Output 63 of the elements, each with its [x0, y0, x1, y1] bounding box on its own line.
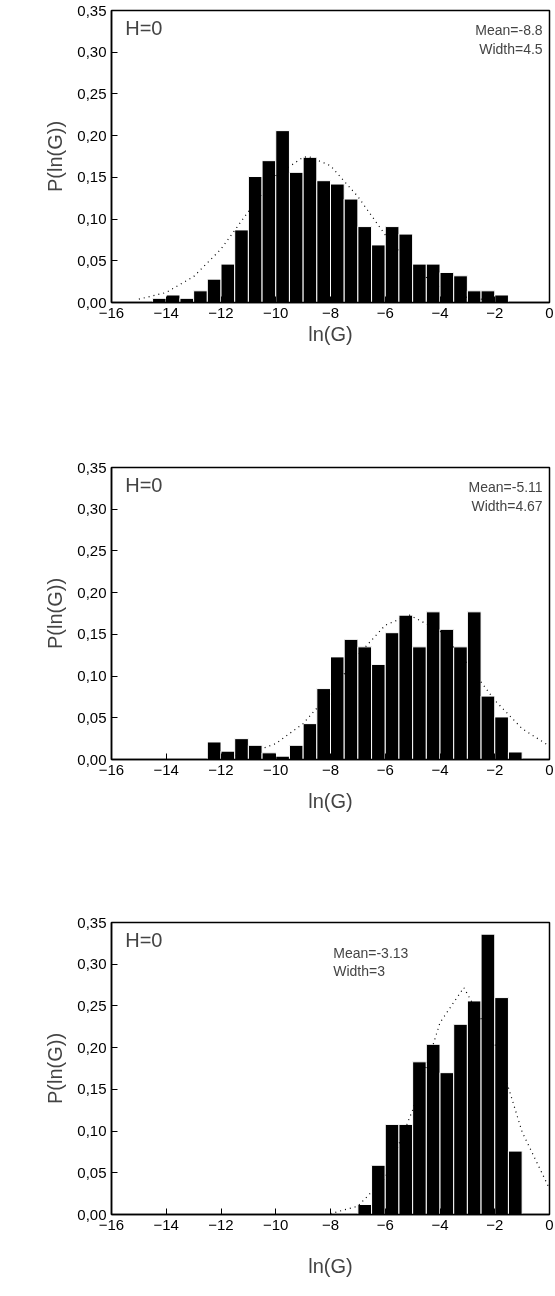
x-axis-title: ln(G): [308, 1254, 353, 1277]
x-tick-label: −8: [321, 303, 340, 321]
y-tick-label: 0,25: [77, 541, 107, 559]
y-tick-label: 0,30: [77, 955, 107, 973]
y-tick-label: 0,30: [77, 500, 107, 518]
x-tick-label: −10: [263, 760, 289, 778]
x-tick-label: −12: [208, 760, 234, 778]
y-axis-title: P(ln(G)): [44, 1032, 67, 1105]
y-axis-title: P(ln(G)): [44, 577, 67, 650]
annotation: H=0: [125, 929, 163, 952]
y-tick-label: 0,10: [77, 667, 107, 685]
y-tick-label: 0,20: [77, 126, 107, 144]
annotation: Mean=-3.13: [333, 945, 409, 962]
x-tick-label: −2: [486, 1215, 504, 1233]
x-tick-label: −8: [321, 1215, 340, 1233]
y-tick-label: 0,10: [77, 1122, 107, 1140]
y-tick-label: 0,00: [77, 750, 107, 768]
y-tick-label: 0,15: [77, 168, 107, 186]
x-tick-label: −14: [153, 303, 179, 321]
y-tick-label: 0,05: [77, 708, 107, 726]
annotation: Width=4.67: [471, 497, 543, 514]
annotation: Mean=-5.11: [468, 479, 543, 496]
y-tick-label: 0,20: [77, 1038, 107, 1056]
x-tick-label: −6: [376, 760, 394, 778]
annotation: Width=3: [333, 963, 386, 980]
y-tick-label: 0,05: [77, 1163, 107, 1181]
y-tick-label: 0,35: [77, 913, 107, 931]
x-tick-label: −10: [263, 1215, 289, 1233]
x-tick-label: −2: [486, 303, 504, 321]
annotation: H=0: [125, 474, 163, 497]
annotation: Width=4.5: [479, 40, 543, 57]
x-tick-label: −10: [263, 303, 289, 321]
y-tick-label: 0,15: [77, 1080, 107, 1098]
y-tick-label: 0,05: [77, 251, 107, 269]
x-tick-label: 0: [545, 1215, 554, 1233]
y-tick-label: 0,00: [77, 293, 107, 311]
x-tick-label: −12: [208, 303, 234, 321]
x-tick-label: −6: [376, 303, 394, 321]
x-tick-label: −12: [208, 1215, 234, 1233]
x-tick-label: −14: [153, 760, 179, 778]
y-tick-label: 0,00: [77, 1205, 107, 1223]
x-tick-label: 0: [545, 303, 554, 321]
y-tick-label: 0,25: [77, 996, 107, 1014]
x-tick-label: −4: [431, 1215, 449, 1233]
y-tick-label: 0,35: [77, 458, 107, 476]
x-axis-title: ln(G): [308, 322, 353, 345]
y-tick-label: 0,10: [77, 210, 107, 228]
y-tick-label: 0,25: [77, 84, 107, 102]
y-tick-label: 0,35: [77, 1, 107, 19]
x-tick-label: 0: [545, 760, 554, 778]
annotation: H=0: [125, 17, 163, 40]
x-tick-label: −14: [153, 1215, 179, 1233]
y-axis-title: P(ln(G)): [44, 120, 67, 193]
annotation: Mean=-8.8: [475, 22, 543, 39]
x-tick-label: −6: [376, 1215, 394, 1233]
y-tick-label: 0,20: [77, 583, 107, 601]
y-tick-label: 0,30: [77, 43, 107, 61]
x-tick-label: −4: [431, 303, 449, 321]
x-tick-label: −8: [321, 760, 340, 778]
x-tick-label: −4: [431, 760, 449, 778]
y-tick-label: 0,15: [77, 625, 107, 643]
x-tick-label: −2: [486, 760, 504, 778]
x-axis-title: ln(G): [308, 789, 353, 812]
